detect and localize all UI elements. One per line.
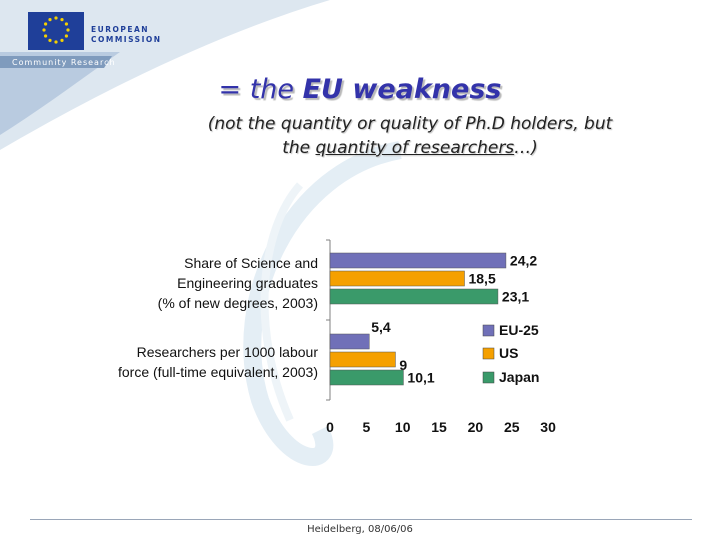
slide-title: = the EU weakness xyxy=(0,74,720,105)
legend-label-us: US xyxy=(499,345,518,361)
x-tick-label-6: 30 xyxy=(540,419,556,435)
x-tick-label-5: 25 xyxy=(504,419,520,435)
logo-wordmark: EUROPEAN COMMISSION xyxy=(91,25,162,45)
data-label-japan-1: 10,1 xyxy=(407,370,434,386)
data-label-japan-0: 23,1 xyxy=(502,289,529,305)
legend-swatch-japan xyxy=(482,371,495,384)
category-label-1-line-1: force (full-time equivalent, 2003) xyxy=(118,364,318,380)
eu-flag-logo xyxy=(28,12,84,50)
bar-japan-0 xyxy=(329,288,499,305)
x-tick-label-1: 5 xyxy=(362,419,370,435)
subtitle-line-2: the quantity of researchers…) xyxy=(90,136,720,160)
subtitle-line-2-pre: the xyxy=(282,138,316,158)
legend-swatch-eu-25 xyxy=(482,324,495,337)
bar-eu-25-1 xyxy=(329,333,370,350)
x-tick-label-2: 10 xyxy=(395,419,411,435)
x-tick-label-3: 15 xyxy=(431,419,447,435)
footer-text: Heidelberg, 08/06/06 xyxy=(307,524,413,535)
x-tick-label-0: 0 xyxy=(326,419,334,435)
legend-label-japan: Japan xyxy=(499,369,539,385)
bar-us-1 xyxy=(329,351,396,368)
footer-divider xyxy=(30,519,692,520)
x-tick-label-4: 20 xyxy=(468,419,484,435)
title-prefix: = the xyxy=(218,74,303,105)
slide-subtitle: (not the quantity or quality of Ph.D hol… xyxy=(90,112,720,160)
subtitle-line-2-post: …) xyxy=(514,138,538,158)
data-label-eu-25-1: 5,4 xyxy=(371,319,391,335)
data-label-eu-25-0: 24,2 xyxy=(510,253,537,269)
legend-label-eu-25: EU-25 xyxy=(499,322,539,338)
star-circle-icon xyxy=(42,16,70,44)
category-label-1-line-0: Researchers per 1000 labour xyxy=(137,344,319,360)
category-label-0-line-1: Engineering graduates xyxy=(177,275,318,291)
bar-japan-1 xyxy=(329,369,404,386)
data-label-us-0: 18,5 xyxy=(468,271,495,287)
category-label-0-line-0: Share of Science and xyxy=(184,255,318,271)
legend-swatch-us xyxy=(482,347,495,360)
bar-eu-25-0 xyxy=(329,252,507,269)
data-label-us-1: 9 xyxy=(399,357,407,373)
category-label-0-line-2: (% of new degrees, 2003) xyxy=(158,295,318,311)
bar-us-0 xyxy=(329,270,465,287)
logo-line-european: EUROPEAN xyxy=(91,25,150,34)
logo-line-commission: COMMISSION xyxy=(91,35,162,44)
subtitle-line-2-underlined: quantity of researchers xyxy=(315,138,515,158)
title-emphasis: EU weakness xyxy=(302,74,502,105)
community-research-banner: Community Research xyxy=(12,58,116,67)
subtitle-line-1: (not the quantity or quality of Ph.D hol… xyxy=(207,114,613,134)
